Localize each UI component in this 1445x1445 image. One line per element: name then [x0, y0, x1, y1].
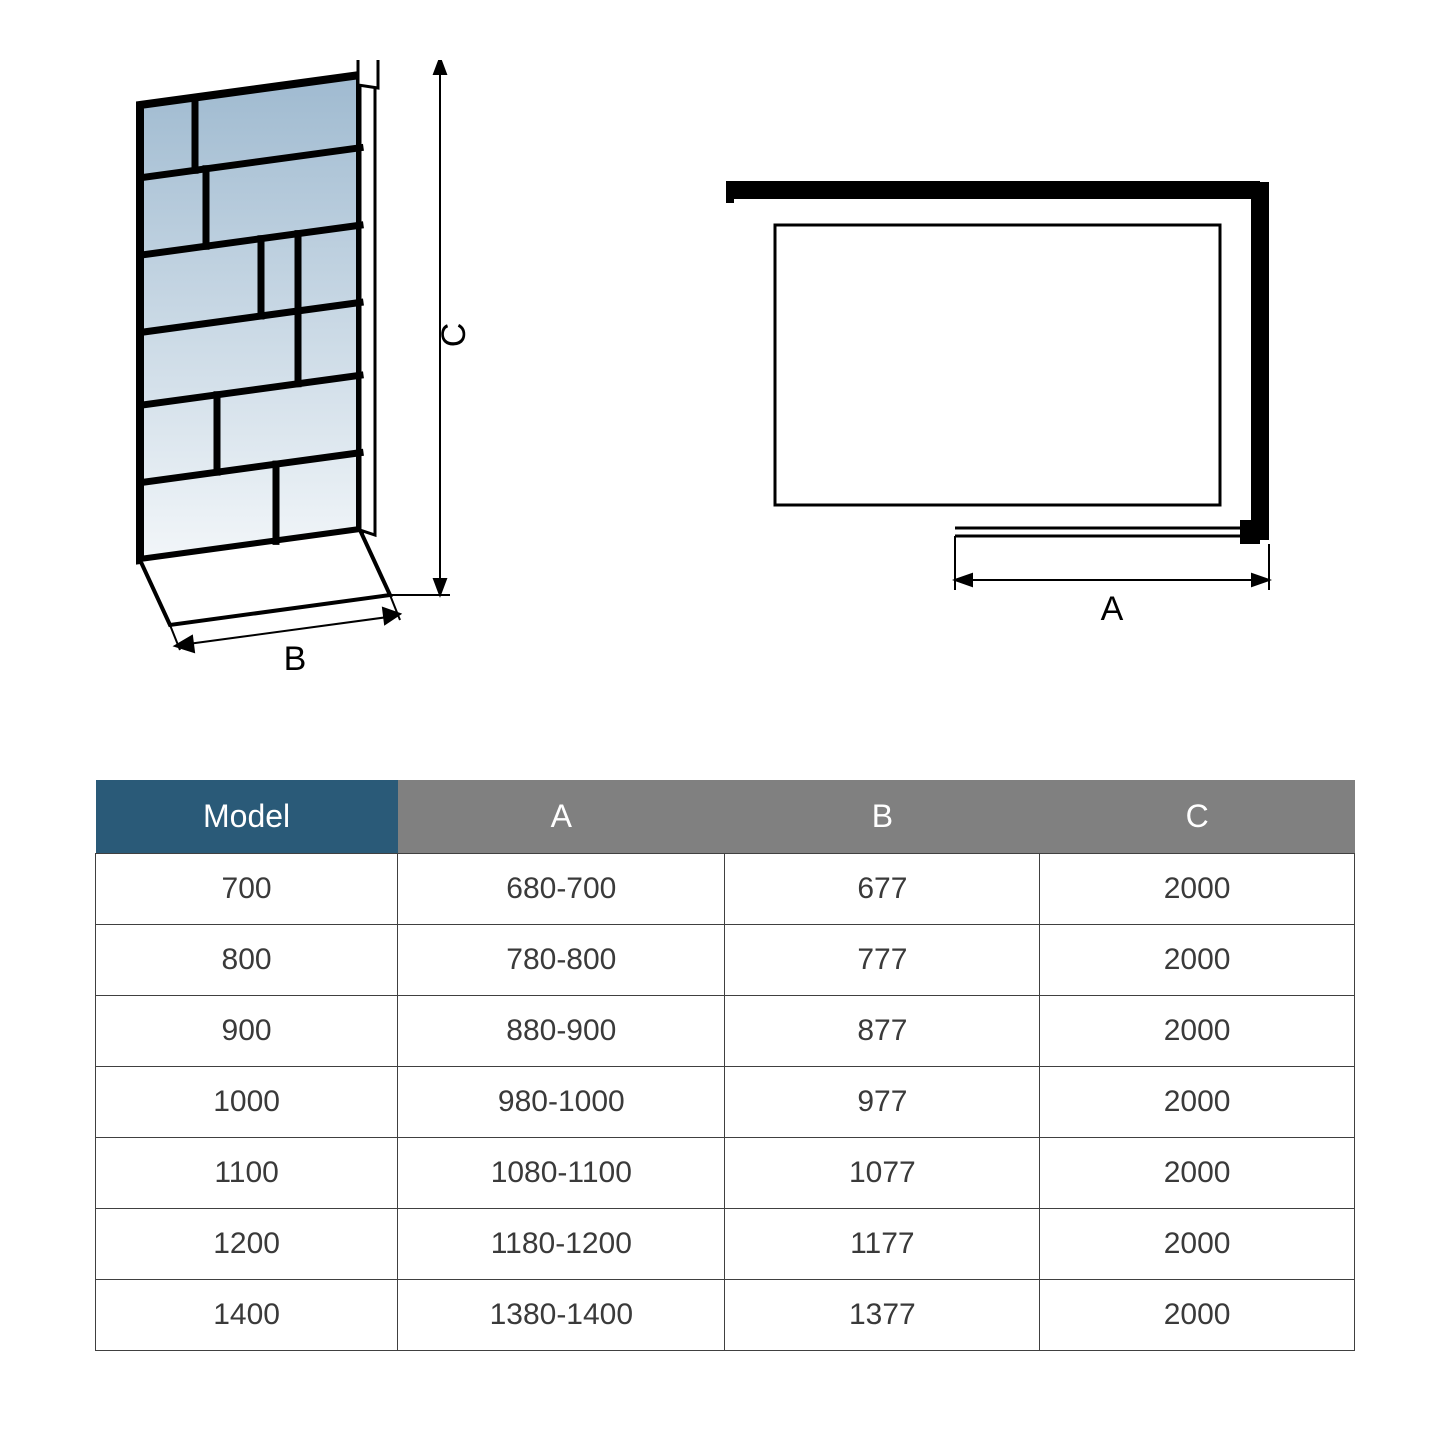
table-cell: 2000	[1040, 1067, 1355, 1138]
table-cell: 2000	[1040, 1138, 1355, 1209]
table-cell: 1180-1200	[398, 1209, 725, 1280]
table-cell: 1080-1100	[398, 1138, 725, 1209]
table-cell: 800	[96, 925, 398, 996]
front-view-diagram: C B	[140, 60, 473, 678]
table-cell: 2000	[1040, 925, 1355, 996]
col-header-b: B	[725, 780, 1040, 854]
table-row: 800780-8007772000	[96, 925, 1355, 996]
table-cell: 1380-1400	[398, 1280, 725, 1351]
table-row: 11001080-110010772000	[96, 1138, 1355, 1209]
table-cell: 780-800	[398, 925, 725, 996]
table-cell: 980-1000	[398, 1067, 725, 1138]
table-cell: 2000	[1040, 1209, 1355, 1280]
col-header-c: C	[1040, 780, 1355, 854]
table-row: 900880-9008772000	[96, 996, 1355, 1067]
table-cell: 1200	[96, 1209, 398, 1280]
table-row: 700680-7006772000	[96, 854, 1355, 925]
table-cell: 677	[725, 854, 1040, 925]
table-header-row: Model A B C	[96, 780, 1355, 854]
table-row: 1000980-10009772000	[96, 1067, 1355, 1138]
table-cell: 900	[96, 996, 398, 1067]
table-cell: 700	[96, 854, 398, 925]
table-row: 12001180-120011772000	[96, 1209, 1355, 1280]
dimensions-table: Model A B C 700680-7006772000800780-8007…	[95, 780, 1355, 1351]
table-cell: 1000	[96, 1067, 398, 1138]
dimension-label-c: C	[435, 323, 473, 348]
col-header-a: A	[398, 780, 725, 854]
table-cell: 1177	[725, 1209, 1040, 1280]
table-cell: 1400	[96, 1280, 398, 1351]
table-row: 14001380-140013772000	[96, 1280, 1355, 1351]
table-cell: 977	[725, 1067, 1040, 1138]
table-cell: 1377	[725, 1280, 1040, 1351]
table-cell: 2000	[1040, 854, 1355, 925]
col-header-model: Model	[96, 780, 398, 854]
table-cell: 877	[725, 996, 1040, 1067]
diagram-area: C B	[80, 60, 1380, 680]
table-cell: 880-900	[398, 996, 725, 1067]
table-cell: 1100	[96, 1138, 398, 1209]
table-cell: 680-700	[398, 854, 725, 925]
top-view-diagram: A	[730, 181, 1269, 628]
table-cell: 1077	[725, 1138, 1040, 1209]
table-cell: 2000	[1040, 1280, 1355, 1351]
dimension-label-b: B	[284, 640, 307, 678]
dimension-label-a: A	[1101, 590, 1124, 628]
table-cell: 2000	[1040, 996, 1355, 1067]
table-cell: 777	[725, 925, 1040, 996]
